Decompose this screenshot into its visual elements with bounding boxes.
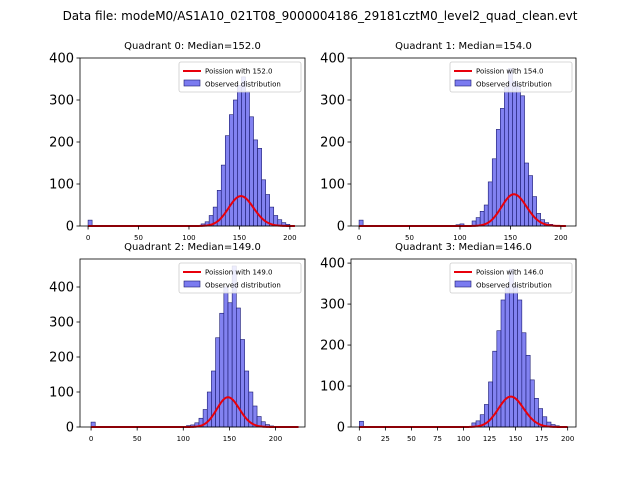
panel-title: Quadrant 2: Median=149.0: [124, 242, 261, 253]
histogram-bar: [521, 332, 527, 428]
y-tick-label: 300: [320, 94, 345, 109]
legend-box: [178, 61, 302, 93]
legend-bar-label: Observed distribution: [205, 282, 281, 290]
legend-bar-label: Observed distribution: [476, 282, 552, 290]
y-tick-label: 200: [320, 339, 345, 354]
y-tick-label: 0: [337, 220, 345, 235]
legend-box: [178, 262, 302, 294]
x-tick-label: 50: [134, 234, 143, 242]
x-tick-label: 200: [561, 435, 574, 443]
histogram-bar: [249, 116, 254, 227]
y-tick-label: 400: [320, 257, 345, 272]
x-tick-label: 150: [504, 234, 517, 242]
plot-area-frame: [79, 258, 306, 428]
histogram-bar: [513, 285, 518, 428]
histogram-bar: [241, 76, 246, 227]
x-tick-label: 0: [357, 435, 361, 443]
chart-panel-1: Quadrant 1: Median=154.0 0 100 200 300 400 0 50…: [320, 41, 577, 242]
legend-box: [449, 262, 573, 294]
x-tick-label: 75: [433, 435, 442, 443]
x-tick-label: 125: [483, 435, 496, 443]
chart-panel-0: Quadrant 0: Median=152.0 0 100 200 300 400 0 50…: [49, 41, 306, 242]
legend: Poission with 154.0 Observed distribution: [449, 61, 573, 93]
x-tick-label: 100: [182, 234, 195, 242]
x-tick-label: 25: [381, 435, 390, 443]
legend-line-label: Poission with 149.0: [205, 269, 273, 277]
legend-line-label: Poission with 152.0: [205, 68, 273, 76]
histogram-bar: [237, 85, 242, 227]
x-tick-label: 150: [233, 234, 246, 242]
figure-suptitle: Data file: modeM0/AS1A10_021T08_90000041…: [63, 9, 578, 23]
chart-panel-3: Quadrant 3: Median=146.0 0 100 200 300 400 0 25…: [320, 242, 577, 443]
x-tick-label: 0: [86, 234, 90, 242]
chart-panel-2: Quadrant 2: Median=149.0 0 100 200 300 400 0 50…: [49, 242, 306, 443]
histogram-bar: [512, 80, 517, 227]
y-tick-label: 200: [49, 136, 74, 151]
x-tick-label: 0: [357, 234, 361, 242]
y-tick-label: 0: [66, 220, 74, 235]
y-tick-label: 400: [49, 52, 74, 67]
legend-line-label: Poission with 146.0: [476, 269, 544, 277]
x-tick-label: 150: [509, 435, 522, 443]
y-tick-label: 100: [320, 178, 345, 193]
x-tick-label: 50: [407, 435, 416, 443]
histogram-bar: [504, 87, 509, 227]
y-tick-label: 0: [337, 421, 345, 436]
y-tick-label: 400: [49, 281, 74, 296]
histogram-bar: [528, 175, 533, 227]
histogram-bar: [229, 114, 234, 227]
legend-box: [449, 61, 573, 93]
y-tick-label: 100: [49, 178, 74, 193]
panel-title: Quadrant 1: Median=154.0: [395, 41, 532, 52]
y-tick-label: 300: [320, 298, 345, 313]
histogram-bar: [496, 330, 502, 428]
y-tick-label: 100: [49, 386, 74, 401]
histogram-bar: [504, 287, 510, 428]
legend: Poission with 146.0 Observed distribution: [449, 262, 573, 294]
x-tick-label: 200: [283, 234, 296, 242]
histogram-bar: [532, 196, 537, 227]
legend: Poission with 152.0 Observed distribution: [178, 61, 302, 93]
y-tick-label: 400: [320, 52, 345, 67]
y-tick-label: 200: [320, 136, 345, 151]
legend-bar-swatch: [183, 79, 201, 87]
legend-bar-swatch: [183, 280, 201, 288]
x-tick-label: 100: [177, 435, 190, 443]
y-tick-label: 300: [49, 94, 74, 109]
x-tick-label: 100: [457, 435, 470, 443]
x-tick-label: 200: [269, 435, 282, 443]
y-tick-label: 100: [320, 380, 345, 395]
histogram-bar: [517, 299, 523, 428]
x-tick-label: 0: [89, 435, 93, 443]
legend-bar-swatch: [454, 280, 472, 288]
panel-title: Quadrant 0: Median=152.0: [124, 41, 261, 52]
legend-line-label: Poission with 154.0: [476, 68, 544, 76]
histogram-bar: [524, 162, 529, 227]
histogram-bar: [516, 85, 521, 227]
histogram-bar: [233, 99, 238, 227]
histogram-bar: [215, 337, 221, 428]
histogram-bar: [219, 312, 225, 428]
panel-title: Quadrant 3: Median=146.0: [395, 242, 532, 253]
y-tick-label: 300: [49, 316, 74, 331]
histogram-bar: [500, 299, 506, 428]
y-tick-label: 0: [66, 421, 74, 436]
legend: Poission with 149.0 Observed distribution: [178, 262, 302, 294]
x-tick-label: 150: [223, 435, 236, 443]
histogram-bar: [245, 91, 250, 227]
x-tick-label: 50: [405, 234, 414, 242]
y-tick-label: 200: [49, 351, 74, 366]
histogram-bar: [211, 370, 216, 428]
histogram-bar: [227, 302, 233, 428]
x-tick-label: 50: [133, 435, 142, 443]
legend-bar-label: Observed distribution: [476, 81, 552, 89]
x-tick-label: 200: [554, 234, 567, 242]
legend-bar-label: Observed distribution: [205, 81, 281, 89]
x-tick-label: 175: [535, 435, 548, 443]
histogram-bar: [520, 95, 525, 227]
x-tick-label: 100: [453, 234, 466, 242]
histogram-bar: [223, 286, 229, 428]
legend-bar-swatch: [454, 79, 472, 87]
